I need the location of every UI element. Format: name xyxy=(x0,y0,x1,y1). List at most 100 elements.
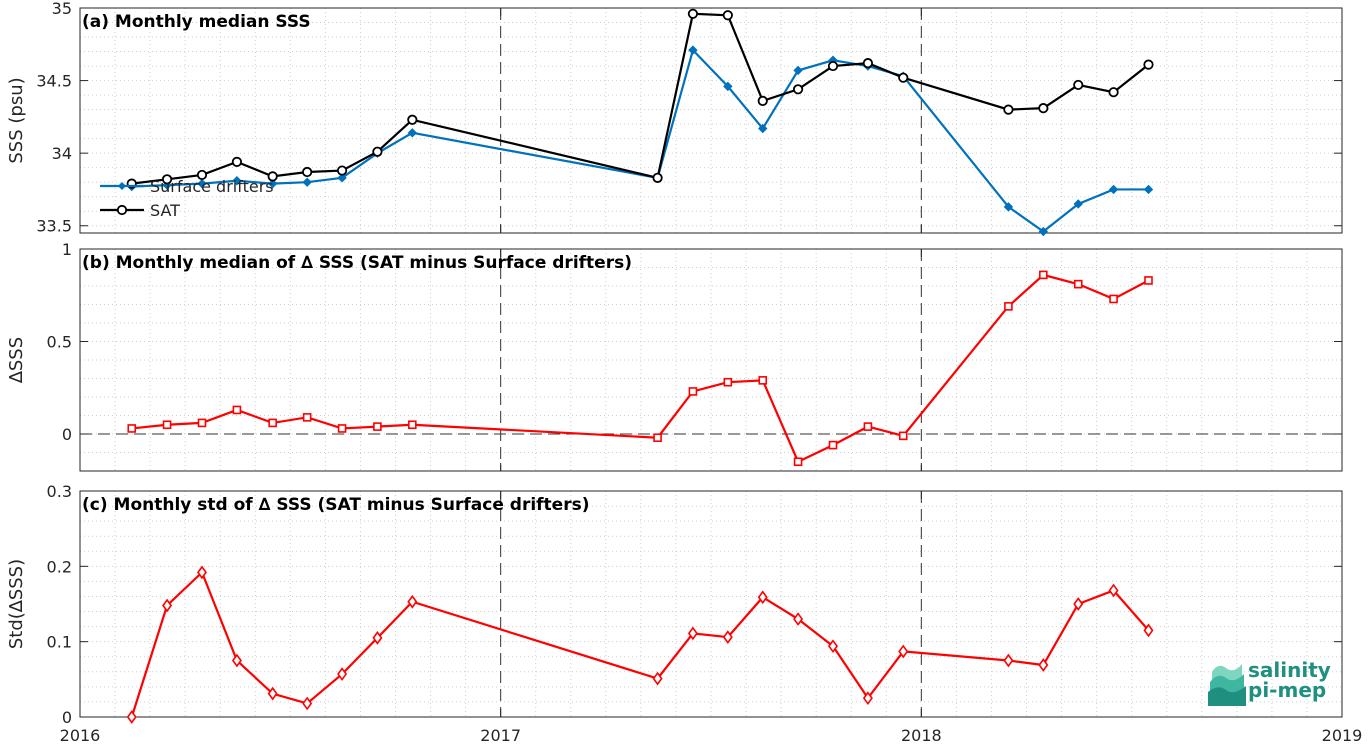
x-tick-label: 2019 xyxy=(1322,726,1363,745)
data-point xyxy=(1143,623,1154,638)
data-point xyxy=(898,72,909,83)
data-point xyxy=(267,686,278,701)
data-point xyxy=(336,165,348,176)
series-line xyxy=(131,273,1150,464)
y-tick-label: 0.3 xyxy=(47,482,72,501)
y-axis-label: SSS (psu) xyxy=(6,77,27,163)
data-point xyxy=(127,424,137,433)
data-point xyxy=(162,420,172,430)
legend-marker xyxy=(118,182,126,190)
y-tick-label: 0.1 xyxy=(47,633,72,652)
data-point xyxy=(1038,658,1049,672)
data-point xyxy=(126,710,137,724)
y-tick-label: 35 xyxy=(52,0,72,18)
data-point xyxy=(197,178,207,189)
panel-b: 0 0.5 1 ∆SSS (b) Monthly median of ∆ SSS (SA… xyxy=(6,240,1343,472)
data-point xyxy=(898,644,909,659)
data-point xyxy=(723,377,733,387)
data-point xyxy=(757,95,768,107)
data-point xyxy=(1039,270,1048,280)
data-point xyxy=(302,413,312,422)
x-tick-label: 2018 xyxy=(901,726,942,745)
data-point xyxy=(231,653,242,668)
data-point xyxy=(1108,583,1119,598)
data-point xyxy=(687,626,698,641)
x-tick-label: 2016 xyxy=(60,726,101,745)
data-point xyxy=(1004,302,1013,311)
axes-box xyxy=(79,490,1343,718)
data-point xyxy=(1073,597,1084,611)
data-point xyxy=(268,418,277,428)
legend-marker xyxy=(116,204,128,216)
data-point xyxy=(793,612,804,626)
data-point xyxy=(232,405,242,415)
data-point xyxy=(1108,184,1119,195)
data-point xyxy=(1109,294,1118,304)
panel-c: 0 0.1 0.2 0.3 2016 2017 2018 2019 Std(∆SSS) (c) M… xyxy=(6,482,1362,745)
axes-box xyxy=(79,7,1343,234)
data-point xyxy=(161,174,173,185)
y-tick-label: 0.2 xyxy=(47,557,72,576)
data-point xyxy=(162,598,173,613)
data-point xyxy=(793,65,803,76)
data-point xyxy=(372,146,383,157)
data-point xyxy=(1144,276,1153,285)
panel-title: (b) Monthly median of ∆ SSS (SAT minus S… xyxy=(82,253,632,273)
data-point xyxy=(688,387,698,396)
data-point xyxy=(196,169,208,181)
data-point xyxy=(408,420,417,430)
data-point xyxy=(652,172,663,183)
data-point xyxy=(1108,87,1119,98)
y-axis-label: Std(∆SSS) xyxy=(6,559,27,649)
data-point xyxy=(231,156,243,167)
data-point xyxy=(688,45,698,55)
panel-title: (a) Monthly median SSS xyxy=(82,12,311,32)
data-point xyxy=(653,433,662,443)
series-line xyxy=(131,47,1149,233)
data-point xyxy=(197,565,207,580)
data-point xyxy=(1003,653,1014,668)
data-point xyxy=(407,128,418,138)
data-point xyxy=(828,639,838,654)
salinity-pi-mep-logo: salinity pi-mep xyxy=(1208,656,1368,708)
y-tick-label: 0 xyxy=(62,425,72,444)
data-point xyxy=(862,58,874,69)
data-point xyxy=(722,10,733,21)
data-point xyxy=(1003,202,1014,212)
y-tick-label: 1 xyxy=(62,240,72,259)
y-tick-label: 34.5 xyxy=(36,72,72,91)
series-line xyxy=(130,570,1150,718)
series-line xyxy=(131,12,1150,185)
data-point xyxy=(302,696,313,711)
data-point xyxy=(898,431,908,441)
data-point xyxy=(758,376,768,385)
data-point xyxy=(828,440,838,450)
y-axis-label: ∆SSS xyxy=(6,337,27,384)
data-point xyxy=(792,84,804,95)
data-point xyxy=(1073,79,1084,91)
data-point xyxy=(1073,199,1083,209)
data-point xyxy=(722,630,733,645)
y-tick-label: 0.5 xyxy=(47,333,72,352)
data-point xyxy=(1143,59,1154,70)
data-point xyxy=(407,114,418,125)
data-point xyxy=(232,176,242,186)
data-point xyxy=(687,8,699,19)
y-tick-label: 34 xyxy=(52,144,72,163)
data-point xyxy=(863,422,873,431)
data-point xyxy=(1038,226,1049,237)
logo-text-salinity: salinity xyxy=(1248,658,1331,682)
panel-title: (c) Monthly std of ∆ SSS (SAT minus Surf… xyxy=(82,495,589,515)
data-point xyxy=(337,173,347,183)
data-point xyxy=(1143,184,1154,195)
data-point xyxy=(723,81,733,92)
axes-box xyxy=(79,248,1343,472)
logo-text-pi-mep: pi-mep xyxy=(1248,678,1327,702)
data-point xyxy=(267,178,278,189)
y-tick-label: 33.5 xyxy=(36,217,72,236)
data-point xyxy=(337,424,347,433)
data-point xyxy=(1038,103,1049,114)
data-point xyxy=(758,123,768,134)
data-point xyxy=(757,590,768,605)
data-point xyxy=(827,60,839,72)
